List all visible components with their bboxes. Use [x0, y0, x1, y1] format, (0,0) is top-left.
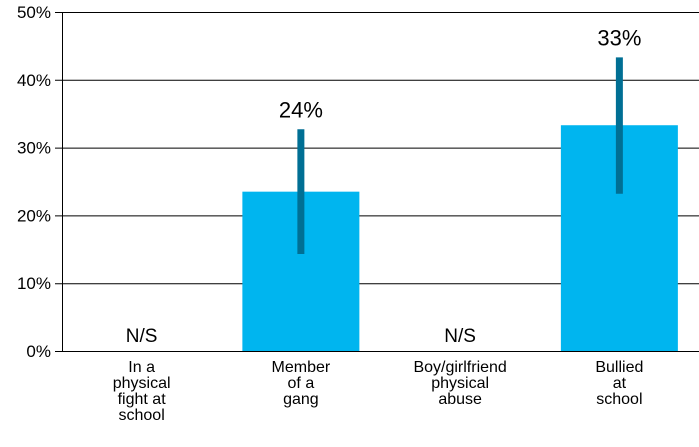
x-tick-label: In a physical fight at school [113, 359, 171, 424]
x-tick-label-line: fight at [118, 391, 167, 408]
y-tick-label: 20% [17, 206, 51, 225]
axes [55, 12, 699, 352]
bars [242, 125, 678, 351]
x-tick-label-line: Member [272, 359, 331, 376]
x-tick-label-line: physical [113, 375, 171, 392]
x-tick-label: Boy/girlfriend physical abuse [413, 359, 506, 408]
y-tick-labels: 0% 10% 20% 30% 40% 50% [17, 3, 51, 361]
x-tick-label-line: In a [128, 359, 155, 376]
error-bars [297, 57, 623, 255]
x-tick-label-line: Bullied [595, 359, 643, 376]
y-tick-label: 50% [17, 3, 51, 22]
x-tick-label-line: abuse [438, 391, 482, 408]
y-tick-label: 40% [17, 71, 51, 90]
x-tick-label: Member of a gang [272, 359, 331, 408]
x-tick-label-line: gang [283, 391, 319, 408]
data-label: N/S [444, 326, 476, 347]
data-labels: N/S 24% N/S 33% [126, 25, 642, 347]
data-label: 24% [279, 97, 323, 122]
x-tick-label: Bullied at school [595, 359, 643, 408]
y-tick-label: 0% [26, 342, 51, 361]
x-tick-label-line: at [613, 375, 627, 392]
x-tick-label-line: of a [288, 375, 315, 392]
data-label: N/S [126, 326, 158, 347]
data-label: 33% [597, 25, 641, 50]
y-tick-label: 10% [17, 274, 51, 293]
x-tick-label-line: Boy/girlfriend [413, 359, 506, 376]
y-tick-label: 30% [17, 139, 51, 158]
x-tick-label-line: school [596, 391, 642, 408]
x-tick-label-line: physical [431, 375, 489, 392]
x-tick-label-line: school [119, 407, 165, 424]
